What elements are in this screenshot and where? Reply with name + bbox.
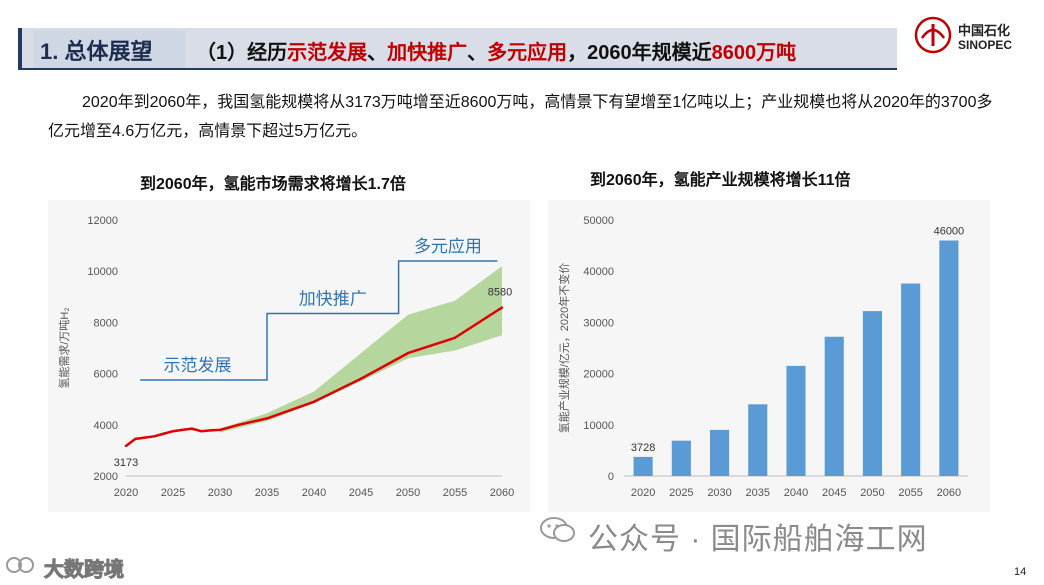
intro-paragraph: 2020年到2060年，我国氢能规模将从3173万吨增至近8600万吨，高情景下… [48,94,993,140]
demand-point [265,417,269,420]
bar [939,240,959,476]
subtitle-part-3: 加快推广 [387,42,468,64]
y-axis-label: 氢能需求/万吨H₂ [57,307,71,388]
watermark-logo-icon [6,557,34,573]
phase-label-1: 加快推广 [299,289,367,308]
x-tick-label: 2055 [898,487,922,499]
x-tick-label: 2040 [784,487,808,499]
bar [786,365,806,476]
demand-point [237,423,240,426]
y-tick-label: 2000 [94,471,118,483]
y-tick-label: 50000 [583,215,614,227]
x-tick-label: 2055 [443,487,467,499]
y-tick-label: 10000 [87,266,118,278]
demand-point [181,428,184,432]
demand-point [134,437,137,441]
x-tick-label: 2045 [349,487,373,499]
demand-point [124,444,128,448]
wechat-icon [540,517,575,542]
y-tick-label: 8000 [94,317,118,329]
bar [710,429,730,476]
y-tick-label: 4000 [94,420,118,432]
demand-point [209,429,212,432]
phase-step-line [140,260,498,381]
demand-line [125,306,503,447]
subtitle-part-0: （1）经历 [196,42,288,64]
demand-point [218,428,222,432]
bar [824,336,844,476]
subtitle-part-1: 示范发展 [287,42,368,64]
x-tick-label: 2030 [707,487,731,499]
x-tick-label: 2060 [490,487,514,499]
x-tick-label: 2035 [255,487,279,499]
scale-chart-panel: 0 10000 20000 30000 40000 50000 氢能产业规模/亿元，2020… [548,200,990,512]
y-tick-label: 10000 [583,420,614,432]
y-tick-label: 40000 [583,266,614,278]
y-tick-label: 20000 [583,369,614,381]
page-number: 14 [1014,566,1027,578]
page-subtitle: （1）经历示范发展、加快推广、多元应用，2060年规模近8600万吨 [196,36,796,65]
x-tick-label: 2060 [937,487,961,499]
chart-title-demand: 到2060年，氢能市场需求将增长1.7倍 [140,176,406,193]
demand-point [190,427,193,430]
y-tick-label: 0 [608,471,614,483]
bar [633,456,653,476]
subtitle-part-2: 、 [367,42,388,64]
logo-text-cn: 中国石化 [958,23,1011,38]
page-title: 1. 总体展望 [40,39,153,64]
watermark-left-text: 大数跨境 [44,559,125,582]
logo-text-en: SINOPEC [958,38,1013,52]
y-axis-label: 氢能产业规模/亿元，2020年不变价 [557,263,571,434]
demand-point [171,430,175,433]
x-tick-label: 2020 [631,487,655,499]
demand-chart: 2000 4000 6000 8000 10000 12000 2020 2025 2030 20… [57,215,514,499]
demand-point [153,435,156,438]
demand-point [453,336,457,339]
phase-label-0: 示范发展 [164,356,232,375]
demand-chart-panel: 2000 4000 6000 8000 10000 12000 2020 2025 2030 20… [48,200,530,512]
bar [862,311,882,476]
x-tick-label: 2025 [669,487,693,499]
demand-point [162,432,165,435]
demand-point [359,377,363,380]
y-tick-label: 12000 [87,215,118,227]
bar [748,404,768,476]
subtitle-part-4: 、 [467,42,488,64]
sinopec-logo-icon [914,16,952,54]
y-tick-label: 6000 [94,369,118,381]
subtitle-part-6: ，2060年规模近 [567,42,712,64]
x-tick-label: 2025 [161,487,185,499]
data-label: 3728 [631,442,655,454]
x-tick-label: 2050 [860,487,884,499]
x-tick-label: 2050 [396,487,420,499]
chart-title-scale: 到2060年，氢能产业规模将增长11倍 [590,172,851,189]
data-label: 46000 [934,225,965,237]
scale-chart: 0 10000 20000 30000 40000 50000 氢能产业规模/亿元，2020… [557,215,968,499]
subtitle-part-7: 8600万吨 [711,42,797,64]
watermark-right-text: 公众号 · 国际船舶海工网 [588,523,928,556]
demand-point [200,430,203,433]
watermark-wechat: 公众号 · 国际船舶海工网 [540,510,1020,556]
phase-label-2: 多元应用 [414,237,482,256]
x-tick-label: 2045 [822,487,846,499]
sinopec-logo: 中国石化 SINOPEC [914,16,1034,56]
data-label: 3173 [114,457,138,469]
demand-point [312,400,316,403]
demand-point [143,436,146,439]
watermark-left: 大数跨境 [6,552,146,582]
x-tick-label: 2035 [746,487,770,499]
demand-point [500,306,504,309]
x-tick-label: 2040 [302,487,326,499]
subtitle-part-5: 多元应用 [487,42,568,64]
x-tick-label: 2020 [114,487,138,499]
demand-point [406,351,410,355]
x-tick-label: 2030 [208,487,232,499]
y-tick-label: 30000 [583,317,614,329]
bar [901,283,921,476]
bar [671,440,691,476]
data-label: 8580 [488,287,512,299]
title-box [34,30,186,68]
